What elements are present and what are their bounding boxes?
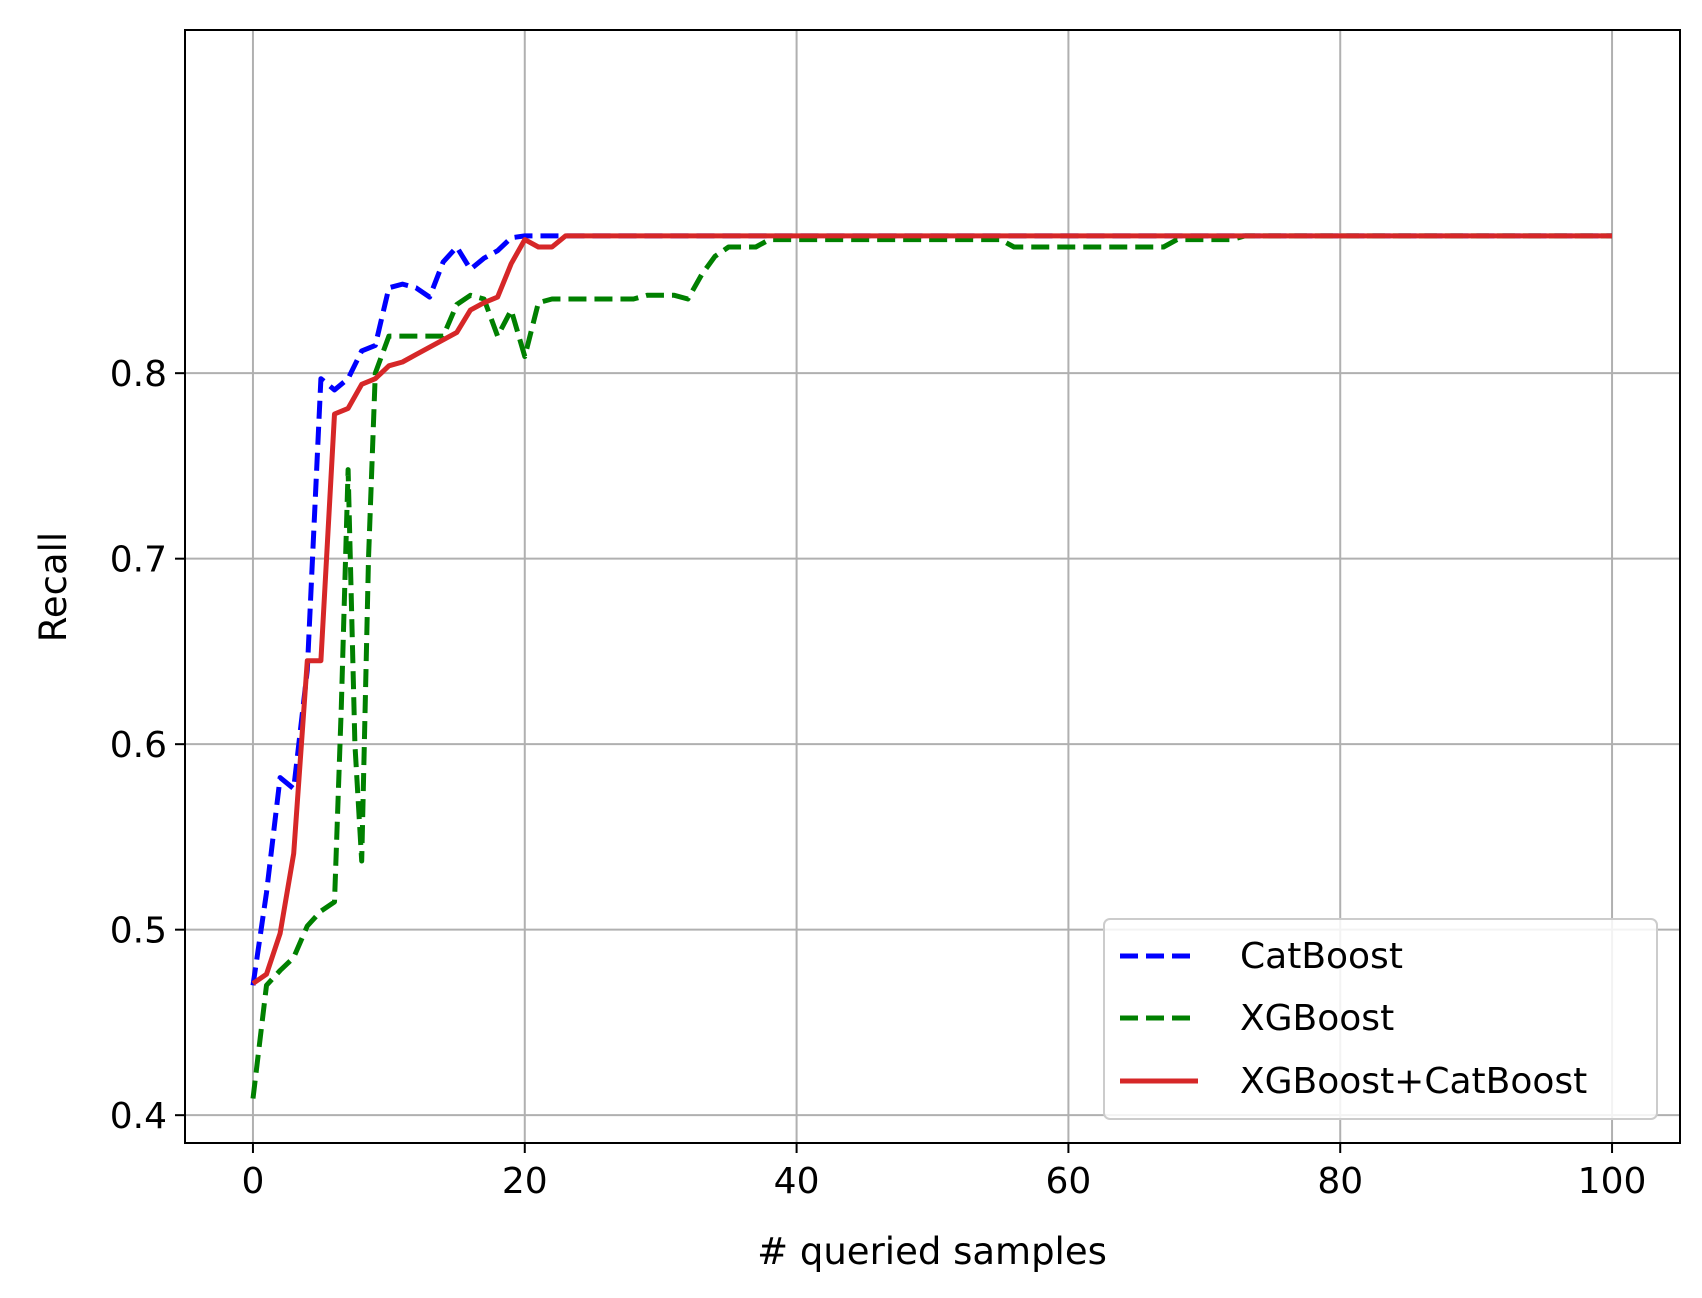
legend-label-xgboost-catboost: XGBoost+CatBoost <box>1240 1061 1587 1102</box>
y-axis-label: Recall <box>32 532 75 642</box>
x-tick-label: 20 <box>502 1161 548 1202</box>
axis-ticks: 0 20 40 60 80 100 0.4 0.5 0.6 0.7 0.8 <box>110 354 1647 1202</box>
series-lines <box>250 233 1612 1099</box>
x-tick-label: 40 <box>774 1161 820 1202</box>
legend: CatBoost XGBoost XGBoost+CatBoost <box>1103 918 1658 1120</box>
y-tick-label: 0.8 <box>110 354 167 395</box>
series-line-xgboost-catboost <box>251 233 1612 986</box>
y-tick-label: 0.7 <box>110 540 167 581</box>
x-axis-label: # queried samples <box>757 1230 1107 1273</box>
x-tick-label: 0 <box>242 1161 265 1202</box>
legend-box <box>1103 918 1658 1120</box>
y-tick-label: 0.5 <box>110 911 167 952</box>
x-tick-label: 60 <box>1046 1161 1092 1202</box>
legend-label-catboost: CatBoost <box>1240 936 1403 977</box>
plot-frame <box>184 29 1681 1144</box>
x-tick-label: 100 <box>1578 1161 1647 1202</box>
series-line-xgboost <box>250 233 1612 1099</box>
grid-lines <box>185 30 1680 1143</box>
y-tick-label: 0.4 <box>110 1096 167 1137</box>
y-tick-label: 0.6 <box>110 725 167 766</box>
legend-label-xgboost: XGBoost <box>1240 998 1394 1039</box>
x-tick-label: 80 <box>1317 1161 1363 1202</box>
